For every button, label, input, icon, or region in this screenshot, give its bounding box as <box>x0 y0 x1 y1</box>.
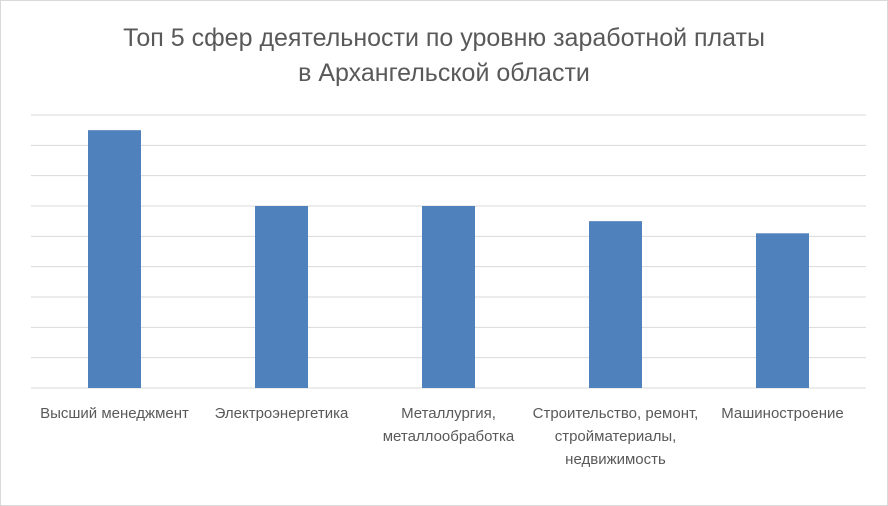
bar <box>255 206 308 388</box>
x-tick-label: Металлургия, металлообработка <box>382 405 515 445</box>
bar <box>756 233 809 388</box>
chart-title-line-2: в Архангельской области <box>298 59 590 87</box>
bar <box>589 221 642 388</box>
chart-title: Топ 5 сфер деятельности по уровню зарабо… <box>1 21 887 91</box>
bar <box>422 206 475 388</box>
x-tick-label: Строительство, ремонт, стройматериалы, н… <box>532 405 699 468</box>
chart-title-line-1: Топ 5 сфер деятельности по уровню зарабо… <box>123 24 765 52</box>
bars <box>88 130 809 388</box>
bar <box>88 130 141 388</box>
x-tick-label: Электроэнергетика <box>214 405 349 422</box>
x-tick-label: Высший менеджмент <box>40 405 189 422</box>
x-tick-label: Машиностроение <box>721 405 844 422</box>
